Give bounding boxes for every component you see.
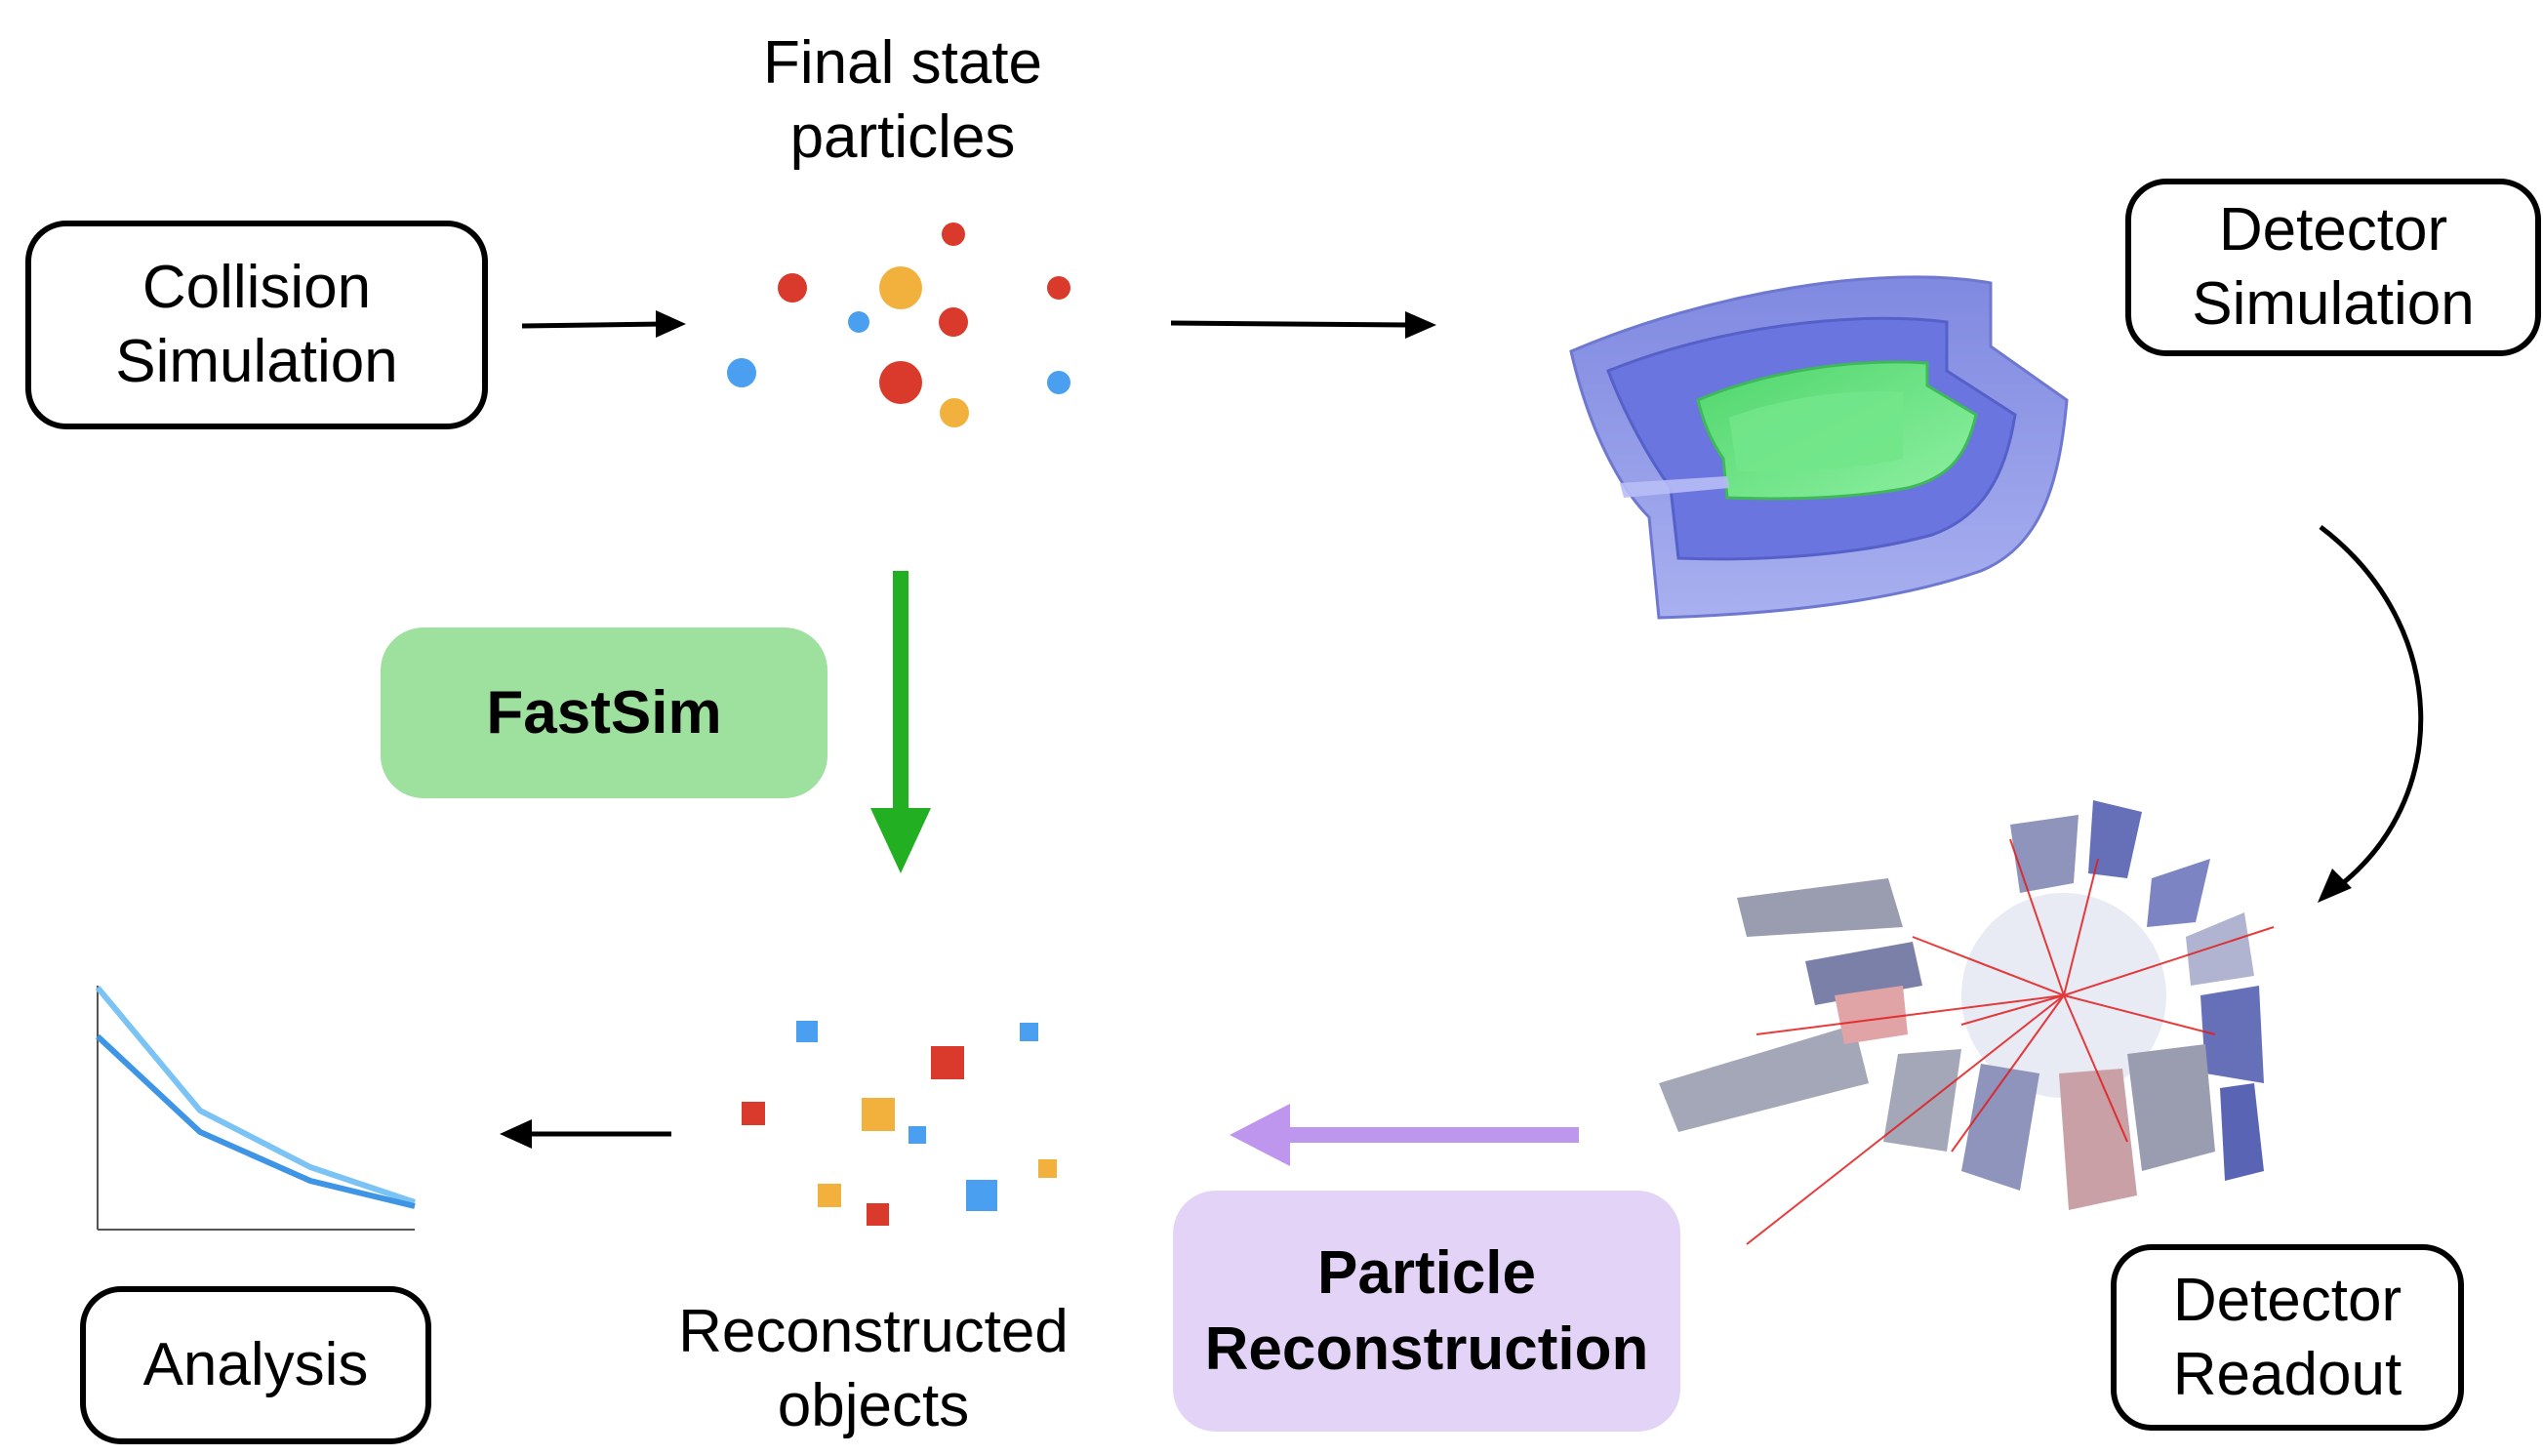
arrow-reco-to-analysis: [500, 1119, 671, 1149]
fastsim-arrow: [870, 571, 931, 873]
detector-readout-box: Detector Readout: [2111, 1244, 2464, 1431]
fastsim-box: FastSim: [381, 627, 827, 798]
particle-reconstruction-box: Particle Reconstruction: [1173, 1191, 1680, 1432]
reconstructed-objects-icon: [742, 1021, 1057, 1226]
final-state-particles-label: Final state particles: [762, 29, 1043, 171]
reconstruction-arrow: [1230, 1104, 1579, 1166]
detector-3d-icon: [1569, 275, 2069, 620]
collision-simulation-box: Collision Simulation: [25, 221, 488, 429]
analysis-plot-icon: [95, 986, 416, 1231]
arrow-detector-to-readout: [2318, 525, 2424, 903]
final-state-particles-icon: [727, 222, 1070, 427]
detector-simulation-box: Detector Simulation: [2125, 179, 2541, 356]
arrow-particles-to-detector: [1170, 311, 1436, 339]
analysis-box: Analysis: [80, 1286, 431, 1444]
detector-readout-icon: [1659, 800, 2275, 1245]
arrow-collision-to-particles: [521, 310, 686, 338]
reconstructed-objects-label: Reconstructed objects: [678, 1298, 1069, 1439]
